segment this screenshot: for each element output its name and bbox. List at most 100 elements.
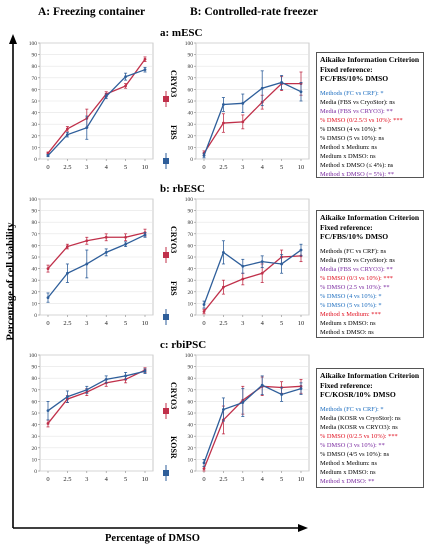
series-line-cryo3 bbox=[47, 369, 146, 424]
aic-line: Medium x DMSO: ns bbox=[320, 468, 376, 476]
x-axis-arrowhead bbox=[298, 524, 308, 532]
data-point bbox=[66, 127, 69, 131]
y-tick-label: 0 bbox=[190, 469, 193, 475]
y-axis-arrowhead bbox=[9, 34, 17, 44]
y-tick-label: 100 bbox=[29, 41, 38, 47]
y-tick-label: 30 bbox=[32, 434, 38, 440]
y-tick-label: 0 bbox=[34, 157, 37, 163]
y-tick-label: 80 bbox=[32, 220, 38, 226]
data-point bbox=[85, 388, 89, 392]
y-tick-label: 90 bbox=[188, 365, 194, 371]
y-tick-label: 0 bbox=[34, 469, 37, 475]
data-point bbox=[299, 248, 303, 252]
aic-box-rbesc: Aikaike Information Criterion Fixed refe… bbox=[316, 210, 424, 338]
data-point bbox=[66, 271, 69, 275]
y-tick-label: 40 bbox=[32, 111, 38, 117]
aic-line: Method x DMSO (≤ 4%): ns bbox=[320, 161, 394, 169]
y-tick-label: 20 bbox=[32, 134, 38, 140]
y-tick-label: 0 bbox=[34, 313, 37, 319]
y-tick-label: 80 bbox=[32, 64, 38, 70]
y-tick-label: 30 bbox=[188, 122, 194, 128]
y-tick-label: 30 bbox=[188, 434, 194, 440]
data-point bbox=[124, 242, 127, 246]
x-tick-label: 10 bbox=[142, 476, 149, 483]
y-tick-label: 0 bbox=[190, 157, 193, 163]
aic-title: Aikaike Information Criterion bbox=[320, 371, 420, 380]
series-line-cryo3 bbox=[47, 58, 146, 154]
x-tick-label: 10 bbox=[142, 164, 149, 171]
x-tick-label: 5 bbox=[124, 164, 127, 171]
y-tick-label: 50 bbox=[32, 255, 38, 261]
x-tick-label: 3 bbox=[85, 476, 88, 483]
x-tick-label: 2.5 bbox=[63, 476, 71, 483]
y-tick-label: 50 bbox=[188, 255, 194, 261]
legend-label-cryo3: CRYO3 bbox=[169, 382, 177, 409]
data-point bbox=[104, 250, 108, 254]
data-point bbox=[260, 271, 264, 275]
chart-rbesc-freezing-container: 0 10 20 30 40 50 60 70 80 90 100 0 2.5 3 4 5 10 bbox=[29, 197, 154, 327]
y-tick-label: 90 bbox=[188, 209, 194, 215]
x-tick-label: 2.5 bbox=[63, 164, 71, 171]
aic-reference-value: FC/FBS/10% DMSO bbox=[320, 232, 389, 241]
x-tick-label: 0 bbox=[46, 476, 49, 483]
aic-line: Method x Medium: *** bbox=[320, 310, 381, 318]
data-point bbox=[46, 422, 50, 425]
x-tick-label: 5 bbox=[280, 164, 283, 171]
aic-line: % DMSO (0/2.5/3 vs 10%): *** bbox=[320, 116, 403, 124]
data-point bbox=[280, 393, 283, 396]
aic-title: Aikaike Information Criterion bbox=[320, 55, 420, 64]
data-point bbox=[241, 120, 245, 124]
data-point bbox=[241, 264, 245, 268]
y-tick-label: 50 bbox=[32, 411, 38, 417]
data-point bbox=[222, 285, 225, 289]
x-tick-label: 4 bbox=[105, 164, 109, 171]
x-tick-label: 0 bbox=[46, 164, 49, 171]
data-point bbox=[124, 235, 127, 239]
y-tick-label: 90 bbox=[32, 365, 38, 371]
series-line-kosr bbox=[203, 384, 302, 464]
aic-line: % DMSO (0/2.5 vs 10%): *** bbox=[320, 432, 398, 440]
y-tick-label: 10 bbox=[32, 301, 38, 307]
data-point bbox=[222, 103, 225, 106]
y-tick-label: 60 bbox=[188, 243, 194, 249]
y-tick-label: 70 bbox=[32, 388, 38, 394]
data-point bbox=[143, 233, 147, 237]
y-tick-label: 70 bbox=[188, 76, 194, 82]
y-tick-label: 70 bbox=[188, 388, 194, 394]
chart-mesc-controlled-rate-freezer: 0 10 20 30 40 50 60 70 80 90 100 0 2.5 3 4 5 10 bbox=[185, 41, 310, 171]
y-tick-label: 50 bbox=[32, 99, 38, 105]
aic-line: % DMSO (2.5 vs 10%): ** bbox=[320, 283, 390, 291]
y-tick-label: 40 bbox=[32, 267, 38, 273]
data-point bbox=[85, 126, 89, 130]
aic-line: % DMSO (4 vs 10%): * bbox=[320, 125, 382, 133]
aic-line: Method x DMSO: ns bbox=[320, 328, 374, 336]
data-point bbox=[260, 260, 264, 264]
aic-line: % DMSO (3 vs 10%): ** bbox=[320, 441, 385, 449]
chart-rbesc-controlled-rate-freezer: 0 10 20 30 40 50 60 70 80 90 100 0 2.5 3 4 5 10 bbox=[185, 197, 310, 327]
y-tick-label: 50 bbox=[188, 99, 194, 105]
x-tick-label: 5 bbox=[280, 476, 283, 483]
data-point bbox=[202, 310, 206, 313]
aic-reference-label: Fixed reference: bbox=[320, 380, 373, 390]
y-tick-label: 40 bbox=[188, 423, 194, 429]
data-point bbox=[46, 267, 50, 270]
y-tick-label: 40 bbox=[188, 267, 194, 273]
y-tick-label: 60 bbox=[32, 399, 38, 405]
y-axis-title: Percentage of cell viability bbox=[5, 222, 17, 341]
legend-label-kosr: KOSR bbox=[169, 436, 177, 459]
aic-reference-value: FC/KOSR/10% DMSO bbox=[320, 390, 396, 399]
y-tick-label: 100 bbox=[185, 41, 194, 47]
x-tick-label: 0 bbox=[202, 320, 205, 327]
aic-reference-label: Fixed reference: bbox=[320, 222, 373, 232]
legend-label-cryo3: CRYO3 bbox=[169, 70, 177, 97]
y-tick-label: 70 bbox=[188, 232, 194, 238]
y-tick-label: 70 bbox=[32, 232, 38, 238]
aic-line: Method x Medium: ns bbox=[320, 143, 377, 151]
y-tick-label: 100 bbox=[185, 197, 194, 203]
series-line-fbs bbox=[47, 69, 146, 156]
aic-title: Aikaike Information Criterion bbox=[320, 213, 420, 222]
y-tick-label: 80 bbox=[188, 220, 194, 226]
data-point bbox=[143, 68, 147, 72]
y-tick-label: 40 bbox=[32, 423, 38, 429]
x-tick-label: 4 bbox=[261, 320, 265, 327]
